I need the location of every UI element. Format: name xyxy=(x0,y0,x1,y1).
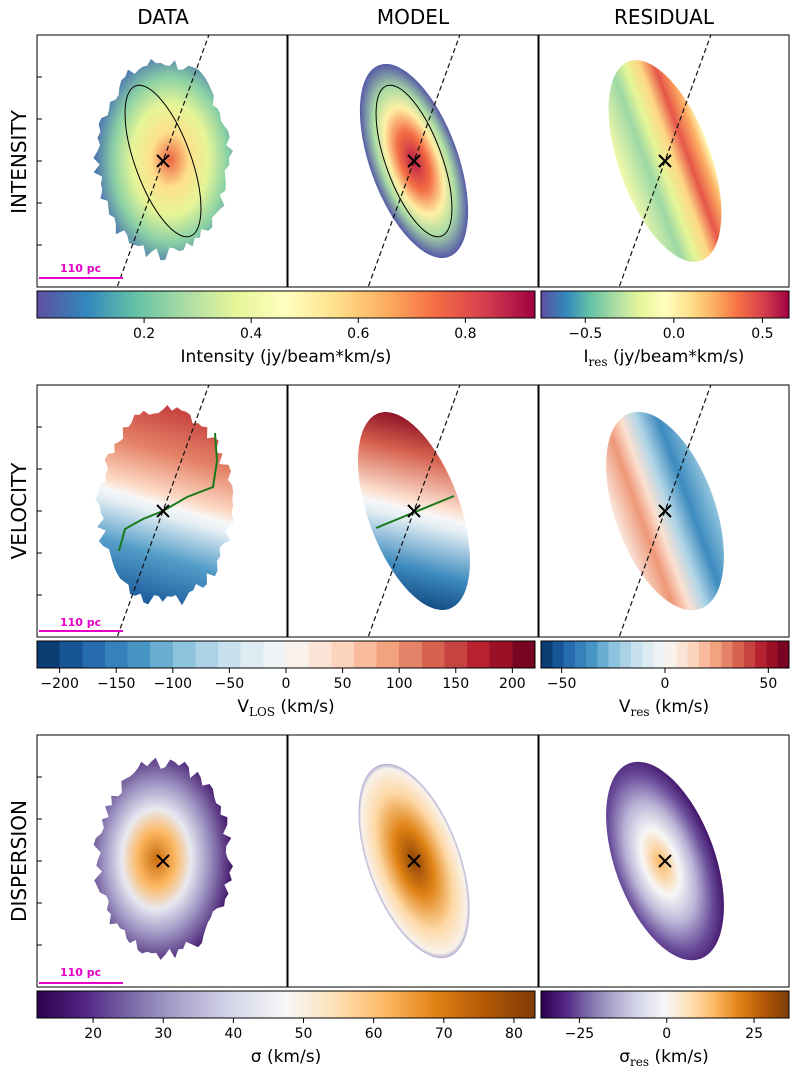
colorbar-0-cb_main xyxy=(36,290,536,319)
colorbar-1-cb_res xyxy=(540,640,790,669)
label-sub: res xyxy=(630,1055,649,1069)
cbar-label-intensity: Intensity (jy/beam*km/s) xyxy=(181,347,392,367)
row-title-dispersion: DISPERSION xyxy=(7,800,31,922)
colorbar-tick-label: 100 xyxy=(386,676,413,692)
colorbar-tick-label: 0.6 xyxy=(347,326,369,342)
fit-ellipse xyxy=(375,84,453,238)
label-rest: (km/s) xyxy=(649,1047,709,1067)
panel-r2c2 xyxy=(606,761,724,961)
center-marker xyxy=(407,154,421,168)
cbar-label-velocity-residual: Vres (km/s) xyxy=(619,697,709,719)
colorbar-tick-label: 60 xyxy=(365,1026,383,1042)
label-sub: LOS xyxy=(249,705,275,719)
label-sub: res xyxy=(589,355,608,369)
panel-r0c2 xyxy=(608,35,722,287)
colorbar-tick-label: 40 xyxy=(224,1026,242,1042)
colorbar-tick-label: −200 xyxy=(40,676,78,692)
label-main: I xyxy=(584,347,589,367)
colorbar-group: 0.2 0.4 0.6 0.8 −0.5 0.0 0.5 −200 −150 −100 −50 0 50… xyxy=(36,290,790,1042)
column-title-residual: RESIDUAL xyxy=(614,5,715,29)
panel-frame xyxy=(538,34,790,288)
cbar-label-intensity-residual: Ires (jy/beam*km/s) xyxy=(584,347,745,369)
label-main: σ xyxy=(619,1047,630,1067)
column-title-model: MODEL xyxy=(377,5,450,29)
colorbar-tick-label: 0.4 xyxy=(240,326,262,342)
colorbar-tick-label: 50 xyxy=(759,676,777,692)
colorbar-tick-label: 50 xyxy=(334,676,352,692)
colorbar-0-cb_res xyxy=(540,290,790,319)
colorbar-1-cb_main xyxy=(36,640,536,669)
panel-grid xyxy=(36,34,790,988)
scale-bar-label-velocity: 110 pc xyxy=(60,616,101,629)
colorbar-tick-label: 20 xyxy=(84,1026,102,1042)
colorbar-2-cb_res xyxy=(540,990,790,1019)
colorbar-2-cb_main xyxy=(36,990,536,1019)
colorbar-tick-label: 0.0 xyxy=(663,326,685,342)
panel-r2c1 xyxy=(358,763,470,959)
colorbar-tick-label: 70 xyxy=(435,1026,453,1042)
panel-frame xyxy=(287,384,539,638)
colorbar-tick-label: −150 xyxy=(97,676,135,692)
cbar-label-velocity: VLOS (km/s) xyxy=(237,697,334,719)
center-marker xyxy=(156,854,170,868)
colorbar-tick-label: 25 xyxy=(745,1026,763,1042)
row-title-velocity: VELOCITY xyxy=(7,462,31,560)
colorbar-tick-label: −50 xyxy=(215,676,245,692)
colorbar-tick-label: 0 xyxy=(662,1026,671,1042)
panel-r1c1 xyxy=(358,385,470,637)
colorbar-tick-label: 0 xyxy=(661,676,670,692)
center-marker xyxy=(156,154,170,168)
row-title-intensity: INTENSITY xyxy=(7,109,31,213)
colorbar-tick-label: −50 xyxy=(547,676,577,692)
label-rest: (km/s) xyxy=(649,697,709,717)
label-main: V xyxy=(619,697,631,717)
colorbar-tick-label: 0.5 xyxy=(751,326,773,342)
panel-frame xyxy=(287,734,539,988)
panel-r1c2 xyxy=(606,385,724,637)
colorbar-tick-label: 200 xyxy=(499,676,526,692)
colorbar-tick-label: 80 xyxy=(505,1026,523,1042)
center-marker xyxy=(658,504,672,518)
panel-frame xyxy=(287,34,539,288)
center-marker xyxy=(407,504,421,518)
dispersion-data-map xyxy=(93,757,233,960)
colorbar-tick-label: 50 xyxy=(295,1026,313,1042)
colorbar-tick-label: −25 xyxy=(565,1026,595,1042)
cbar-label-dispersion: σ (km/s) xyxy=(251,1047,321,1067)
colorbar-tick-label: 30 xyxy=(154,1026,172,1042)
colorbar-tick-label: −0.5 xyxy=(568,326,602,342)
center-marker xyxy=(658,854,672,868)
label-rest: (jy/beam*km/s) xyxy=(608,347,745,367)
panel-frame xyxy=(538,384,790,638)
panel-r2c0 xyxy=(39,757,233,984)
column-title-data: DATA xyxy=(137,5,189,29)
label-rest: (km/s) xyxy=(275,697,335,717)
colorbar-tick-label: 150 xyxy=(442,676,469,692)
zero-velocity-contour xyxy=(118,432,219,552)
panel-frame xyxy=(538,734,790,988)
label-sub: res xyxy=(630,705,649,719)
panel-r0c0 xyxy=(39,35,233,287)
colorbar-tick-label: 0.2 xyxy=(133,326,155,342)
scale-bar-label-intensity: 110 pc xyxy=(60,262,101,275)
colorbar-tick-label: −100 xyxy=(154,676,192,692)
fit-ellipse xyxy=(124,84,202,238)
cbar-label-dispersion-residual: σres (km/s) xyxy=(619,1047,708,1069)
center-marker xyxy=(407,854,421,868)
scale-bar-label-dispersion: 110 pc xyxy=(60,966,101,979)
panel-r0c1 xyxy=(359,35,469,287)
center-marker xyxy=(156,504,170,518)
label-main: V xyxy=(237,697,249,717)
colorbar-tick-label: 0 xyxy=(282,676,291,692)
colorbar-tick-label: 0.8 xyxy=(454,326,476,342)
panel-r1c0 xyxy=(39,385,234,637)
center-marker xyxy=(658,154,672,168)
